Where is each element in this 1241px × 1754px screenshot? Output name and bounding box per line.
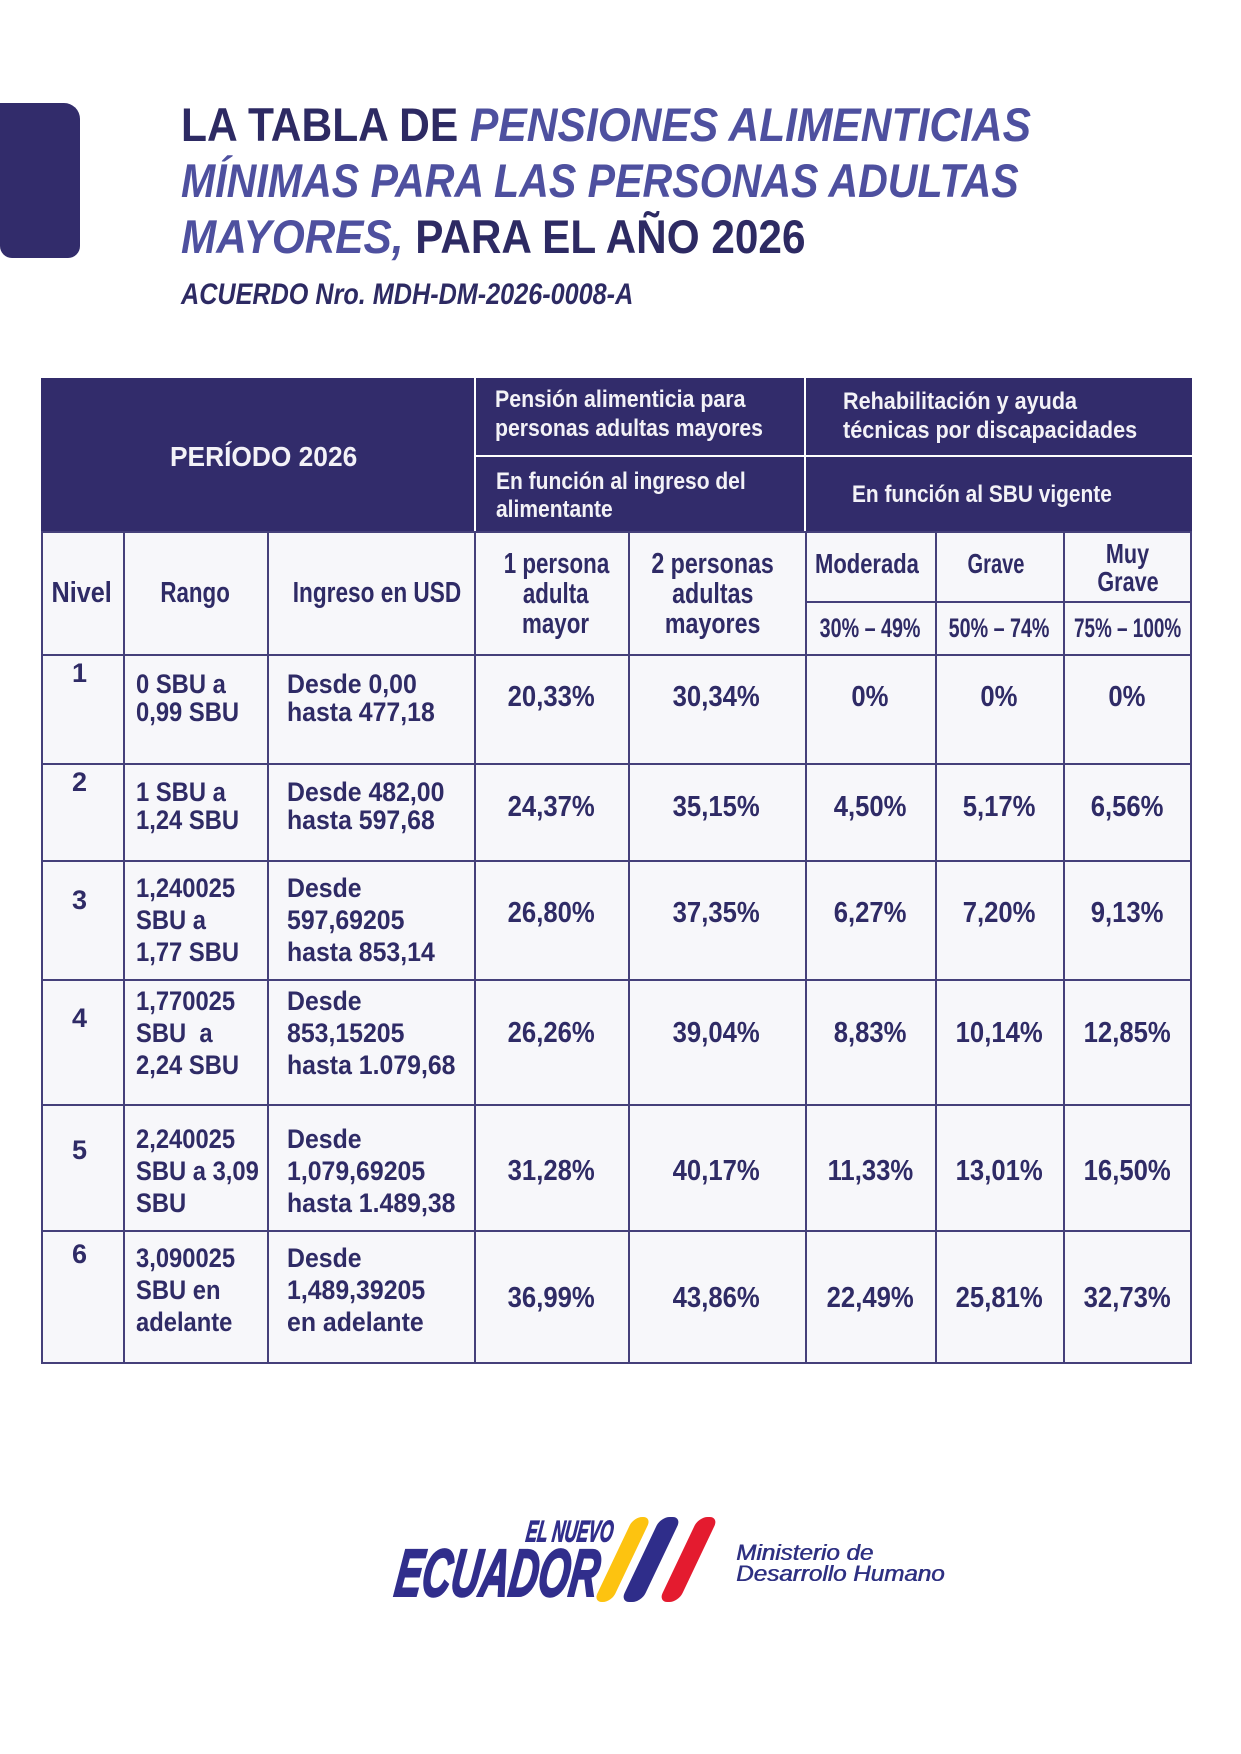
svg-text:EL NUEVO: EL NUEVO xyxy=(524,1516,616,1549)
svg-text:ECUADOR: ECUADOR xyxy=(391,1536,605,1611)
